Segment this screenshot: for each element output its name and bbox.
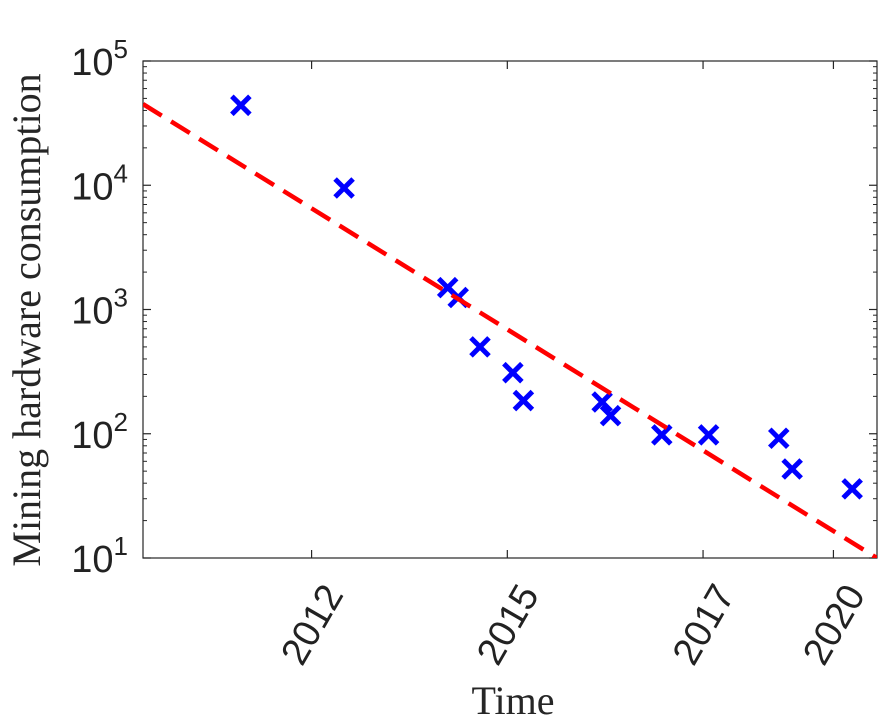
marker-stroke (502, 361, 524, 384)
trend-line (143, 102, 877, 558)
y-tick-label-exponent: 4 (114, 158, 128, 188)
marker-stroke (469, 336, 491, 358)
marker-stroke (333, 177, 355, 199)
y-tick-label-exponent: 3 (114, 283, 128, 313)
data-point-marker (697, 424, 720, 446)
y-tick-label: 104 (71, 158, 128, 208)
y-tick-label-base: 10 (71, 415, 113, 457)
y-tick-label-base: 10 (71, 42, 113, 84)
data-point-marker (512, 389, 535, 412)
x-axis: 2012 2015 2017 2020 (273, 61, 874, 672)
marker-stroke (841, 478, 863, 500)
y-tick-label-exponent: 1 (114, 531, 128, 561)
marker-stroke (651, 424, 673, 446)
data-point-marker (651, 424, 673, 446)
marker-stroke (697, 424, 720, 446)
marker-stroke (781, 458, 803, 480)
y-tick-label-base: 10 (71, 166, 113, 208)
plot-frame-rect (142, 60, 878, 559)
y-axis-title: Mining hardware consumption (4, 73, 49, 566)
data-point-marker (591, 391, 613, 413)
y-tick-label-exponent: 2 (114, 407, 128, 437)
data-point-marker (502, 361, 524, 384)
marker-stroke (768, 427, 790, 450)
marker-stroke (230, 94, 252, 117)
x-tick-label: 2017 (665, 578, 744, 672)
marker-stroke (591, 391, 613, 413)
marker-stroke (599, 404, 622, 427)
x-axis-title: Time (471, 678, 554, 719)
x-tick-label: 2020 (795, 578, 874, 672)
y-tick-label: 105 (71, 34, 128, 84)
plot-frame (142, 60, 878, 559)
data-point-marker (333, 177, 355, 199)
data-point-marker (841, 478, 863, 500)
y-tick-label-base: 10 (71, 539, 113, 581)
y-tick-label: 101 (71, 531, 128, 581)
x-tick-label: 2015 (469, 578, 548, 672)
marker-stroke (436, 276, 459, 299)
x-tick-label: 2012 (273, 578, 352, 672)
y-tick-label: 102 (71, 407, 128, 457)
data-point-marker (781, 458, 803, 480)
marker-stroke (512, 389, 535, 412)
y-tick-label: 103 (71, 283, 128, 333)
data-point-marker (768, 427, 790, 450)
series-layer (143, 94, 877, 558)
data-point-marker (230, 94, 252, 117)
y-tick-label-exponent: 5 (114, 34, 128, 64)
y-tick-label-base: 10 (71, 291, 113, 333)
data-point-marker (599, 404, 622, 427)
data-point-marker (469, 336, 491, 358)
